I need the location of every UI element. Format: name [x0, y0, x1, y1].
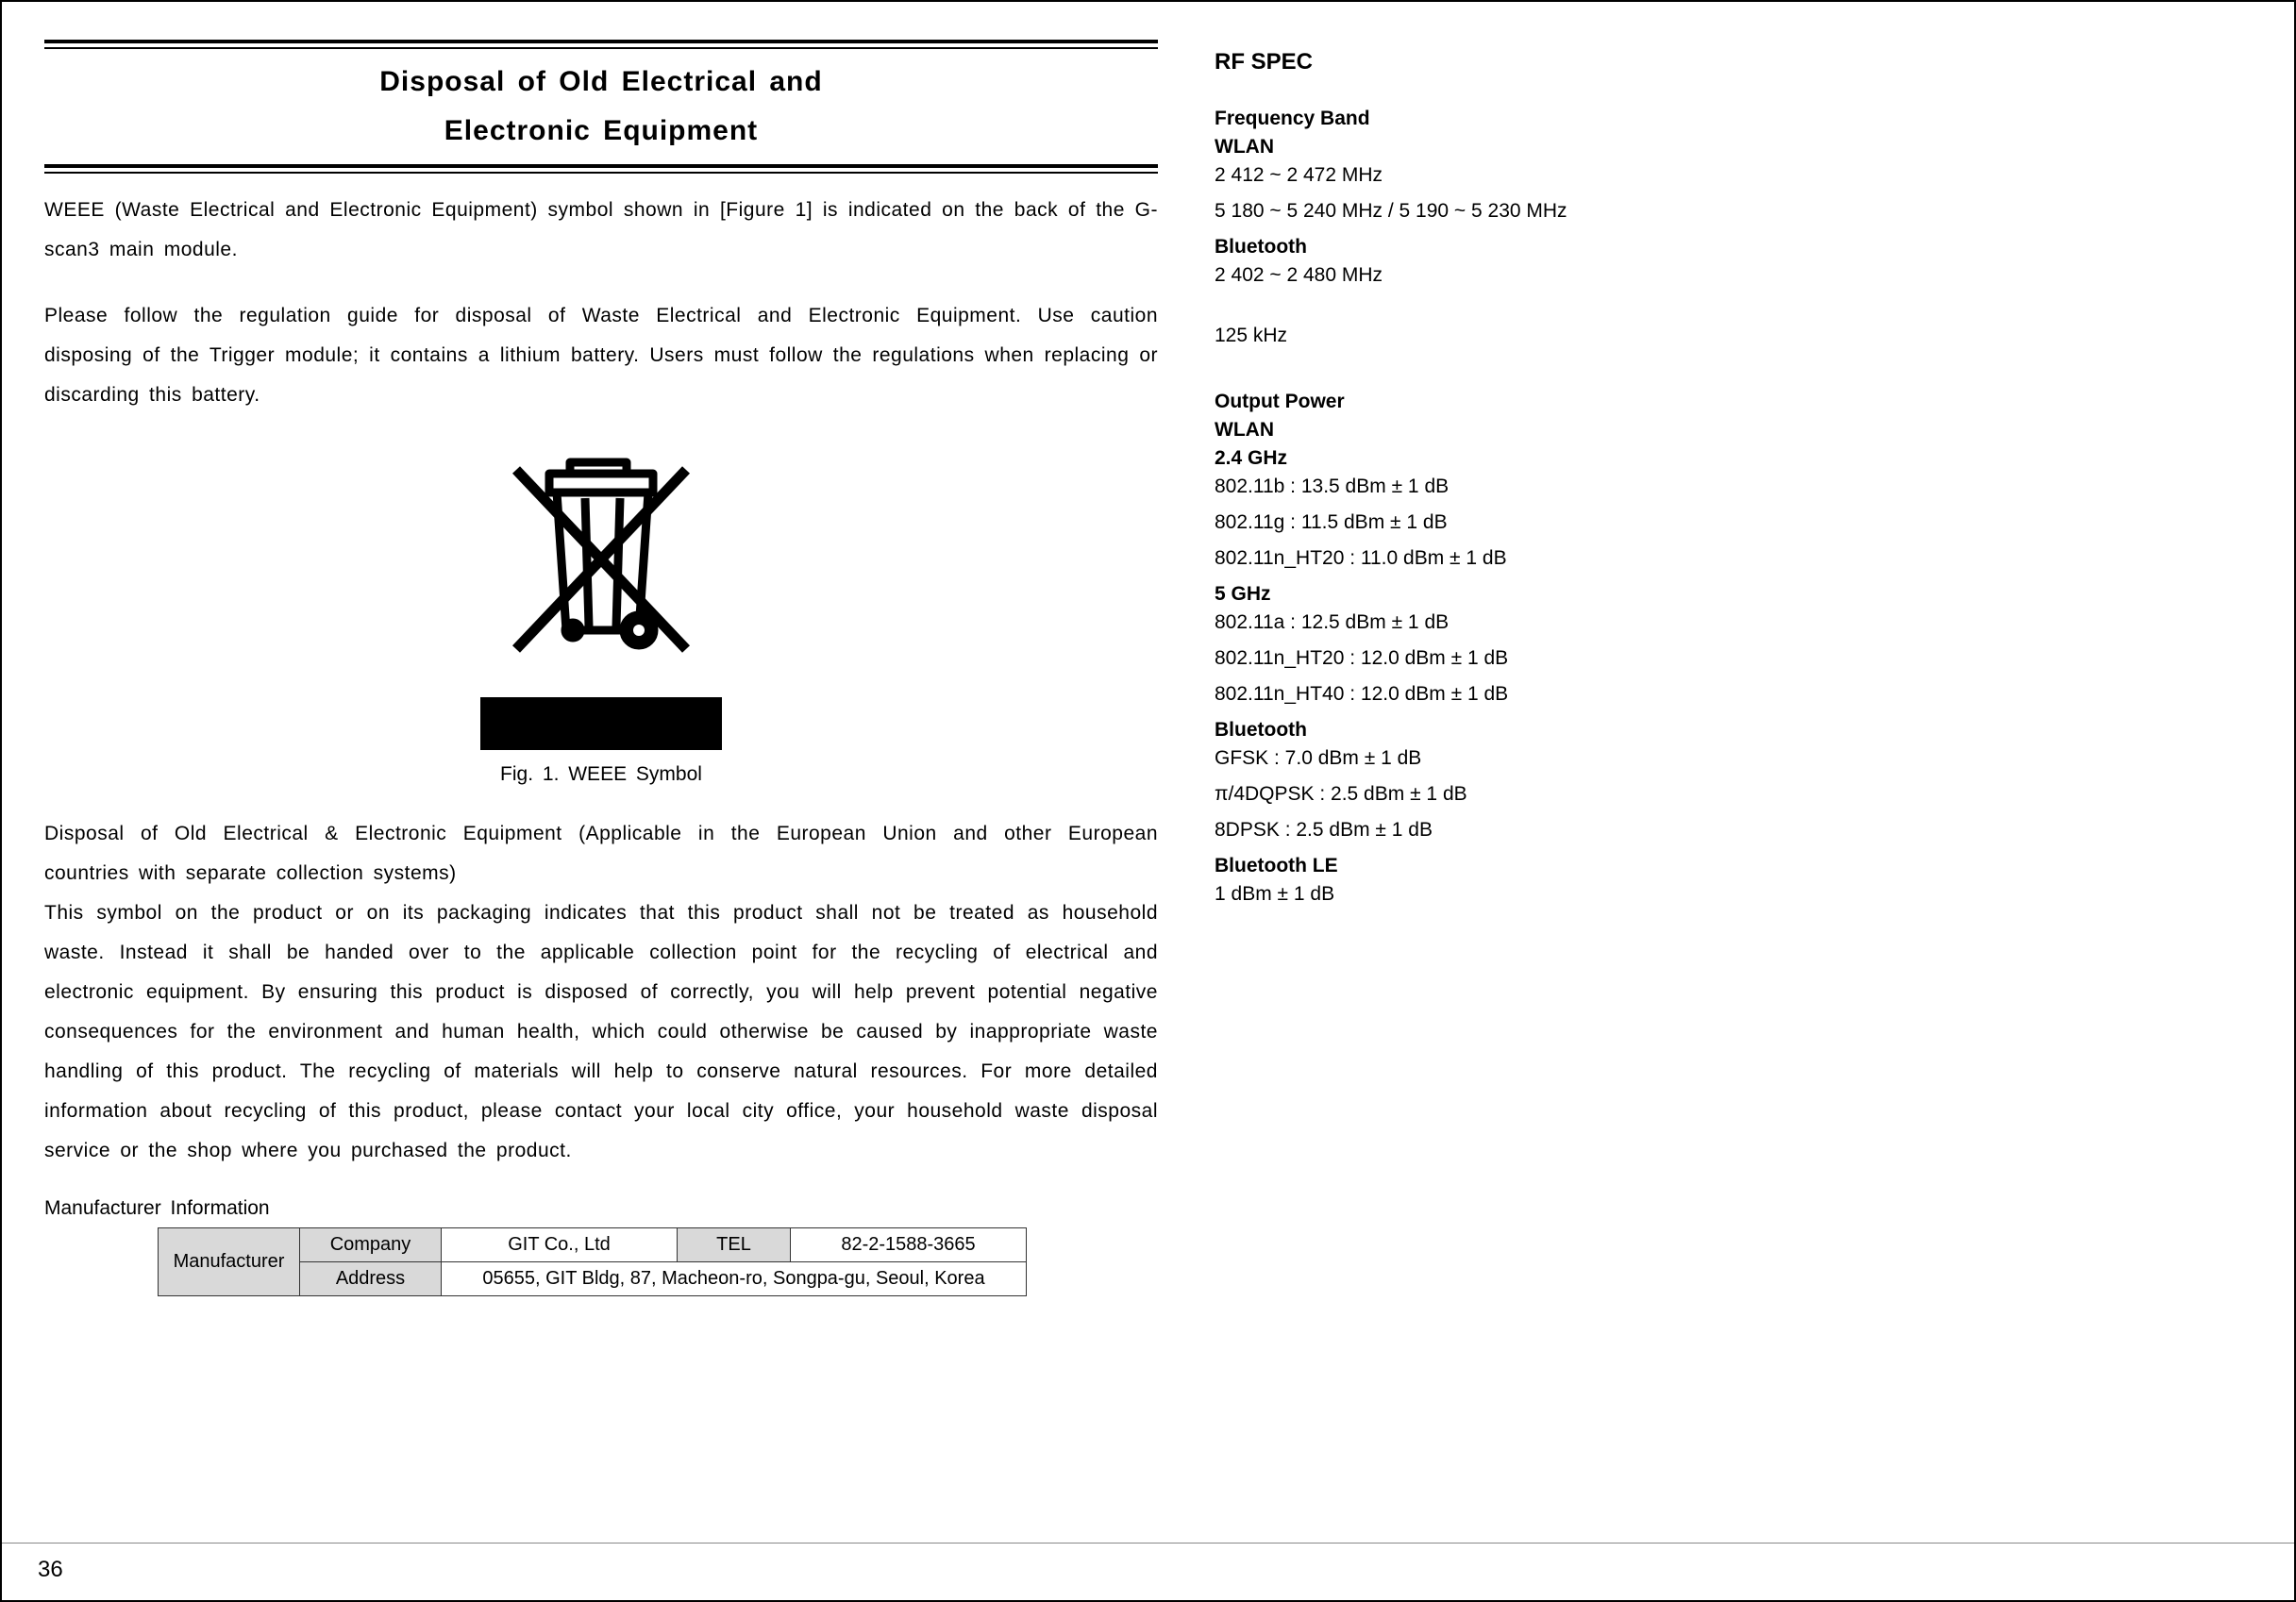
title-line-2: Electronic Equipment	[44, 115, 1158, 147]
cell-company-label: Company	[300, 1228, 442, 1262]
wlan-label-2: WLAN	[1215, 419, 1875, 442]
para-3-lead: Disposal of Old Electrical & Electronic …	[44, 823, 1158, 884]
output-power-label: Output Power	[1215, 391, 1875, 413]
rule-top	[44, 40, 1158, 49]
power-11n-ht20-24: 802.11n_HT20 : 11.0 dBm ± 1 dB	[1215, 547, 1875, 570]
title-block: Disposal of Old Electrical and Electroni…	[44, 66, 1158, 147]
power-ble: 1 dBm ± 1 dB	[1215, 883, 1875, 906]
title-line-1: Disposal of Old Electrical and	[44, 66, 1158, 98]
ghz5-label: 5 GHz	[1215, 583, 1875, 606]
bluetooth-label: Bluetooth	[1215, 236, 1875, 259]
wlan-label: WLAN	[1215, 136, 1875, 159]
footer-rule	[2, 1543, 2294, 1544]
cell-tel-value: 82-2-1588-3665	[791, 1228, 1027, 1262]
wlan-5-band: 5 180 ~ 5 240 MHz / 5 190 ~ 5 230 MHz	[1215, 200, 1875, 223]
left-column: Disposal of Old Electrical and Electroni…	[44, 40, 1158, 1525]
ghz24-label: 2.4 GHz	[1215, 447, 1875, 470]
weee-symbol-icon	[483, 442, 719, 682]
weee-bar	[480, 697, 722, 750]
power-11n-ht20-5: 802.11n_HT20 : 12.0 dBm ± 1 dB	[1215, 647, 1875, 670]
para-3-body: This symbol on the product or on its pac…	[44, 902, 1158, 1161]
power-pi4dqpsk: π/4DQPSK : 2.5 dBm ± 1 dB	[1215, 783, 1875, 806]
rule-under-title	[44, 164, 1158, 174]
power-gfsk: GFSK : 7.0 dBm ± 1 dB	[1215, 747, 1875, 770]
cell-address-value: 05655, GIT Bldg, 87, Macheon-ro, Songpa-…	[442, 1262, 1027, 1296]
freq-band-label: Frequency Band	[1215, 108, 1875, 130]
power-11b: 802.11b : 13.5 dBm ± 1 dB	[1215, 476, 1875, 498]
power-11a: 802.11a : 12.5 dBm ± 1 dB	[1215, 611, 1875, 634]
para-3: Disposal of Old Electrical & Electronic …	[44, 814, 1158, 1171]
manufacturer-table: Manufacturer Company GIT Co., Ltd TEL 82…	[158, 1227, 1027, 1296]
figure-caption: Fig. 1. WEEE Symbol	[44, 763, 1158, 786]
power-11g: 802.11g : 11.5 dBm ± 1 dB	[1215, 511, 1875, 534]
figure-weee: Fig. 1. WEEE Symbol	[44, 442, 1158, 786]
page-number: 36	[38, 1557, 63, 1583]
power-8dpsk: 8DPSK : 2.5 dBm ± 1 dB	[1215, 819, 1875, 842]
ble-label: Bluetooth LE	[1215, 855, 1875, 877]
right-column: RF SPEC Frequency Band WLAN 2 412 ~ 2 47…	[1215, 40, 1875, 1525]
power-11n-ht40-5: 802.11n_HT40 : 12.0 dBm ± 1 dB	[1215, 683, 1875, 706]
cell-company-value: GIT Co., Ltd	[442, 1228, 678, 1262]
wlan-24-band: 2 412 ~ 2 472 MHz	[1215, 164, 1875, 187]
rf-spec-heading: RF SPEC	[1215, 49, 1875, 75]
bluetooth-label-2: Bluetooth	[1215, 719, 1875, 742]
cell-tel-label: TEL	[678, 1228, 791, 1262]
lf-band: 125 kHz	[1215, 325, 1875, 347]
cell-address-label: Address	[300, 1262, 442, 1296]
para-1: WEEE (Waste Electrical and Electronic Eq…	[44, 191, 1158, 270]
page-content: Disposal of Old Electrical and Electroni…	[2, 2, 2294, 1544]
bluetooth-band: 2 402 ~ 2 480 MHz	[1215, 264, 1875, 287]
table-row: Manufacturer Company GIT Co., Ltd TEL 82…	[159, 1228, 1027, 1262]
cell-manufacturer-label: Manufacturer	[159, 1228, 300, 1296]
para-2: Please follow the regulation guide for d…	[44, 296, 1158, 415]
manufacturer-heading: Manufacturer Information	[44, 1197, 1158, 1220]
